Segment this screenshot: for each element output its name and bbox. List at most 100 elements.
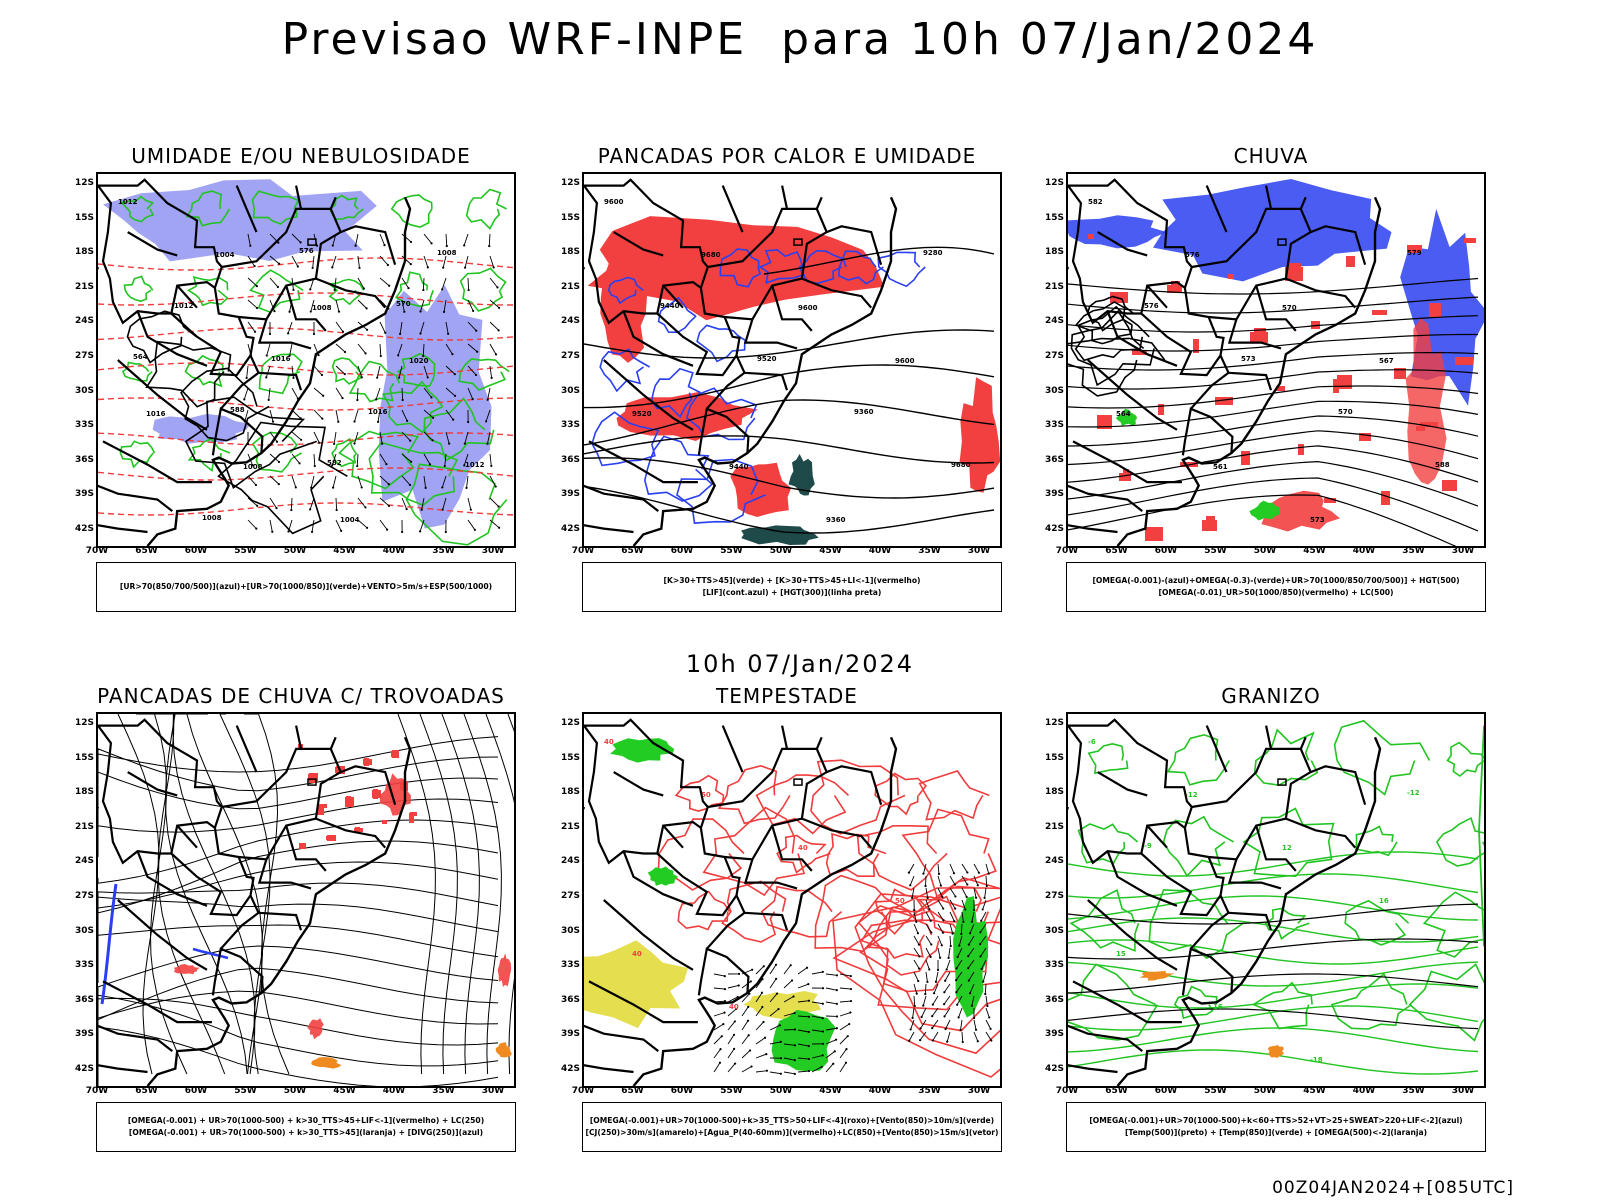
contour-label: 1008 — [437, 249, 457, 257]
contour-label: 9360 — [854, 408, 874, 416]
contour-label: 1004 — [340, 516, 360, 524]
lon-tick-label: 35W — [432, 546, 455, 556]
lat-tick-label: 30S — [1044, 925, 1064, 936]
contour-label: 1008 — [243, 463, 263, 471]
panel-title: CHUVA — [1233, 144, 1309, 168]
lon-tick-label: 35W — [918, 1086, 941, 1096]
lon-tick-label: 45W — [819, 546, 842, 556]
panel-granizo: GRANIZO -6 -12 12 16 15 16 -18 -12 -9 12S 15S 18S 21S… — [1045, 684, 1486, 1154]
legend-line: [LIF](cont.azul) + [HGT(300)](linha pret… — [702, 588, 882, 597]
lat-tick-label: 33S — [74, 960, 94, 971]
lat-tick-label: 33S — [74, 420, 94, 431]
legend-line: [Temp(500)](preto) + [Temp(850)](verde) … — [1124, 1128, 1428, 1137]
lon-tick-label: 50W — [769, 1086, 793, 1096]
contour-label: 40 — [632, 950, 642, 958]
lat-tick-label: 42S — [560, 524, 580, 534]
lon-tick-label: 30W — [967, 546, 991, 556]
map-frame: -6 -12 12 16 15 16 -18 -12 -9 — [1066, 712, 1486, 1088]
lon-tick-label: 60W — [184, 546, 208, 556]
lon-tick-label: 45W — [1303, 546, 1326, 556]
mid-title: 10h 07/Jan/2024 — [685, 650, 915, 678]
lon-tick-label: 65W — [135, 1086, 158, 1096]
contour-label: 1008 — [202, 514, 222, 522]
contour-label: 576 — [1185, 251, 1200, 259]
contour-label: 9600 — [798, 304, 818, 312]
map-svg: 40 50 40 50 40 40 — [584, 718, 1000, 1086]
lon-tick-label: 45W — [333, 1086, 356, 1096]
lat-tick-label: 42S — [74, 1064, 94, 1074]
lon-tick-label: 65W — [1105, 546, 1128, 556]
panel-title: PANCADAS POR CALOR E UMIDADE — [597, 144, 977, 168]
lat-tick-label: 27S — [560, 891, 580, 901]
contour-label: 40 — [604, 738, 614, 746]
contour-label: -6 — [1088, 738, 1096, 746]
lat-tick-label: 36S — [560, 994, 580, 1005]
map-frame: 40 50 40 50 40 40 — [582, 712, 1002, 1088]
lon-tick-label: 30W — [1451, 546, 1475, 556]
lat-tick-label: 42S — [1044, 1064, 1064, 1074]
lon-tick-label: 55W — [234, 546, 257, 556]
contour-label: 576 — [1144, 302, 1159, 310]
legend-line: [UR>70(850/700/500)](azul)+[UR>70(1000/8… — [119, 582, 493, 591]
lon-tick-label: 60W — [1154, 1086, 1178, 1096]
lat-tick-label: 24S — [560, 316, 580, 327]
lat-tick-label: 15S — [74, 752, 94, 763]
panel-title: PANCADAS DE CHUVA C/ TROVOADAS — [97, 684, 505, 708]
lat-tick-label: 27S — [1044, 891, 1064, 901]
panel-title: GRANIZO — [1221, 684, 1321, 708]
footer-stamp: 00Z04JAN2024+[085UTC] — [1272, 1178, 1514, 1198]
lat-tick-label: 39S — [1044, 489, 1064, 500]
lon-tick-label: 45W — [1303, 1086, 1326, 1096]
map-borders — [584, 718, 898, 1086]
map-svg: 582 576 570 567 564 561 573 579 576 573 570 588 — [1068, 178, 1484, 546]
panel-title: UMIDADE E/OU NEBULOSIDADE — [131, 144, 471, 168]
contour-label: 579 — [1407, 249, 1422, 257]
contour-label: 1008 — [312, 304, 332, 312]
legend-box: [OMEGA(-0.001)+UR>70(1000-500)+k<60+TTS>… — [1066, 1102, 1486, 1152]
lat-tick-label: 42S — [1044, 524, 1064, 534]
lat-tick-label: 18S — [74, 787, 94, 798]
contour-label: 9680 — [701, 251, 721, 259]
lat-tick-label: 36S — [1044, 454, 1064, 465]
lat-tick-label: 30S — [74, 385, 94, 396]
contour-label: 1012 — [118, 198, 138, 206]
contour-label: 567 — [1379, 357, 1394, 365]
lon-tick-label: 70W — [1055, 1086, 1079, 1096]
lat-tick-label: 21S — [74, 821, 94, 832]
map-borders — [1068, 718, 1382, 1086]
contour-label: 564 — [1116, 410, 1131, 418]
contour-label: 9520 — [632, 410, 652, 418]
legend-line: [OMEGA(-0.001) + UR>70(1000-500) + k>30_… — [128, 1128, 484, 1137]
contour-label: 573 — [1241, 355, 1256, 363]
lon-tick-label: 35W — [1402, 546, 1425, 556]
lon-tick-label: 30W — [481, 1086, 505, 1096]
legend-line: [OMEGA(-0.01)_UR>50(1000/850)(vermelho) … — [1158, 588, 1394, 597]
lon-tick-label: 65W — [621, 1086, 644, 1096]
lon-tick-label: 55W — [234, 1086, 257, 1096]
lon-tick-label: 50W — [769, 546, 793, 556]
contour-label: 16 — [1379, 897, 1389, 905]
lat-tick-label: 36S — [1044, 994, 1064, 1005]
map-svg: 9600 9680 9600 9600 9520 9440 9360 9280 9440 9520… — [584, 178, 1000, 546]
lat-tick-label: 12S — [560, 178, 580, 188]
lat-tick-label: 33S — [1044, 420, 1064, 431]
lon-tick-label: 50W — [1253, 546, 1277, 556]
map-borders — [1068, 178, 1382, 546]
lat-tick-label: 21S — [1044, 281, 1064, 292]
lat-tick-label: 21S — [560, 281, 580, 292]
lat-tick-label: 24S — [560, 856, 580, 867]
map-svg: -6 -12 12 16 15 16 -18 -12 -9 — [1068, 718, 1484, 1086]
lon-tick-label: 55W — [1204, 546, 1227, 556]
lon-tick-label: 70W — [1055, 546, 1079, 556]
lon-tick-label: 70W — [571, 1086, 595, 1096]
map-borders — [584, 178, 898, 546]
contour-label: 50 — [701, 791, 711, 799]
map-frame: 9600 9680 9600 9600 9520 9440 9360 9280 9440 9520… — [582, 172, 1002, 548]
contour-label: 1016 — [146, 410, 166, 418]
panel-pancadas-trovoadas: PANCADAS DE CHUVA C/ TROVOADAS 12S 15S 18S 2… — [75, 684, 516, 1154]
lon-tick-label: 40W — [1352, 1086, 1376, 1096]
lat-tick-label: 15S — [1044, 212, 1064, 223]
lat-tick-label: 18S — [560, 787, 580, 798]
contour-label: 1004 — [215, 251, 235, 259]
contour-label: 9360 — [826, 516, 846, 524]
